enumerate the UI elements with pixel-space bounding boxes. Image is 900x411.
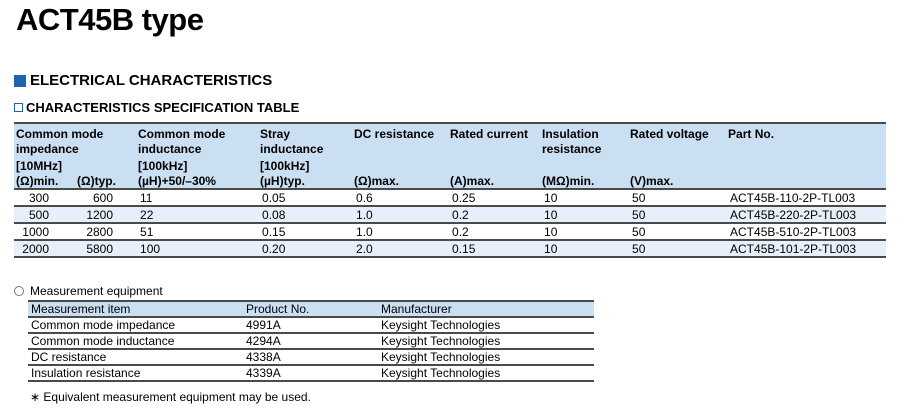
spec-cell: 2800 — [75, 223, 137, 241]
spec-cell: 2.0 — [352, 240, 449, 258]
measurement-cell: DC resistance — [28, 349, 243, 366]
spec-col-header: Rated current — [448, 123, 541, 158]
spec-cell: 0.25 — [448, 189, 541, 207]
footnote: ∗ Equivalent measurement equipment may b… — [30, 390, 311, 404]
section-heading-electrical: ELECTRICAL CHARACTERISTICS — [14, 72, 272, 89]
spec-table: Common mode impedance Common mode induct… — [14, 122, 887, 258]
spec-unit-label: (µH)typ. — [258, 174, 353, 190]
spec-header-row-names: Common mode impedance Common mode induct… — [14, 123, 887, 158]
spec-cell: 0.05 — [258, 189, 353, 207]
spec-table-row: 1000 2800 51 0.15 1.0 0.2 10 50 ACT45B-5… — [14, 223, 887, 241]
subsection-heading-spec-table: CHARACTERISTICS SPECIFICATION TABLE — [14, 100, 299, 115]
spec-cell: 50 — [628, 189, 727, 207]
spec-cell: 22 — [136, 206, 259, 224]
spec-cell: 1200 — [75, 206, 137, 224]
spec-unit-label: (A)max. — [448, 174, 541, 190]
spec-cell: 1.0 — [352, 223, 449, 241]
measurement-col-header: Product No. — [243, 301, 378, 318]
spec-unit-label: (V)max. — [628, 174, 727, 190]
measurement-cell: Keysight Technologies — [378, 317, 594, 334]
measurement-col-header: Manufacturer — [378, 301, 594, 318]
spec-cell: 0.15 — [448, 240, 541, 258]
spec-cell: 300 — [14, 189, 75, 207]
spec-cell: 1.0 — [352, 206, 449, 224]
spec-unit-label: (MΩ)min. — [540, 174, 629, 190]
spec-unit-label: (Ω)max. — [352, 174, 449, 190]
spec-col-header: Common mode impedance — [14, 123, 137, 158]
spec-cell: 50 — [628, 240, 727, 258]
section-heading-label: ELECTRICAL CHARACTERISTICS — [30, 72, 273, 89]
spec-cell: 600 — [75, 189, 137, 207]
spec-cell-part-no: ACT45B-101-2P-TL003 — [726, 240, 887, 258]
spec-unit-label: (Ω)typ. — [75, 174, 137, 190]
spec-cell: 10 — [540, 223, 629, 241]
measurement-heading-label: Measurement equipment — [30, 284, 163, 298]
spec-cell: 500 — [14, 206, 75, 224]
spec-cell: 0.2 — [448, 206, 541, 224]
spec-cell: 50 — [628, 206, 727, 224]
measurement-row: DC resistance 4338A Keysight Technologie… — [28, 349, 594, 366]
measurement-cell: Keysight Technologies — [378, 349, 594, 366]
spec-freq-label: [100kHz] — [136, 158, 259, 174]
circle-marker-icon — [14, 286, 24, 296]
measurement-row: Common mode inductance 4294A Keysight Te… — [28, 333, 594, 350]
measurement-cell: Common mode inductance — [28, 333, 243, 350]
spec-cell: 10 — [540, 189, 629, 207]
spec-cell: 0.08 — [258, 206, 353, 224]
measurement-heading: Measurement equipment — [14, 284, 163, 298]
measurement-header-row: Measurement item Product No. Manufacture… — [28, 301, 594, 318]
spec-cell: 51 — [136, 223, 259, 241]
spec-cell: 0.2 — [448, 223, 541, 241]
spec-table-row: 2000 5800 100 0.20 2.0 0.15 10 50 ACT45B… — [14, 240, 887, 258]
spec-cell: 10 — [540, 206, 629, 224]
spec-cell: 100 — [136, 240, 259, 258]
spec-unit-label: (µH)+50/–30% — [136, 174, 259, 190]
subsection-heading-label: CHARACTERISTICS SPECIFICATION TABLE — [26, 100, 300, 115]
spec-table-row: 300 600 11 0.05 0.6 0.25 10 50 ACT45B-11… — [14, 189, 887, 207]
spec-unit-label: (Ω)min. — [14, 174, 75, 190]
measurement-row: Insulation resistance 4339A Keysight Tec… — [28, 365, 594, 382]
measurement-col-header: Measurement item — [28, 301, 243, 318]
spec-cell: 0.15 — [258, 223, 353, 241]
spec-cell-part-no: ACT45B-110-2P-TL003 — [726, 189, 887, 207]
measurement-row: Common mode impedance 4991A Keysight Tec… — [28, 317, 594, 334]
measurement-cell: Keysight Technologies — [378, 333, 594, 350]
spec-header-row-units: (Ω)min. (Ω)typ. (µH)+50/–30% (µH)typ. (Ω… — [14, 174, 887, 190]
spec-cell: 10 — [540, 240, 629, 258]
filled-square-icon — [14, 74, 26, 87]
spec-freq-label: [10MHz] — [14, 158, 137, 174]
spec-col-header: DC resistance — [352, 123, 449, 158]
measurement-cell: 4339A — [243, 365, 378, 382]
spec-col-header: Stray inductance — [258, 123, 353, 158]
spec-header-row-freq: [10MHz] [100kHz] [100kHz] — [14, 158, 887, 174]
spec-cell: 1000 — [14, 223, 75, 241]
measurement-cell: Common mode impedance — [28, 317, 243, 334]
page-title: ACT45B type — [16, 2, 204, 37]
spec-freq-label: [100kHz] — [258, 158, 353, 174]
measurement-cell: Keysight Technologies — [378, 365, 594, 382]
spec-cell: 0.20 — [258, 240, 353, 258]
spec-cell-part-no: ACT45B-220-2P-TL003 — [726, 206, 887, 224]
spec-col-header: Insulation resistance — [540, 123, 629, 158]
measurement-cell: 4991A — [243, 317, 378, 334]
spec-cell: 2000 — [14, 240, 75, 258]
spec-col-header: Rated voltage — [628, 123, 727, 158]
spec-cell: 0.6 — [352, 189, 449, 207]
spec-table-row: 500 1200 22 0.08 1.0 0.2 10 50 ACT45B-22… — [14, 206, 887, 224]
spec-cell: 5800 — [75, 240, 137, 258]
spec-cell: 11 — [136, 189, 259, 207]
spec-col-header: Part No. — [726, 123, 887, 158]
outline-square-icon — [14, 103, 23, 112]
measurement-cell: 4338A — [243, 349, 378, 366]
spec-cell: 50 — [628, 223, 727, 241]
measurement-table: Measurement item Product No. Manufacture… — [28, 300, 594, 382]
measurement-cell: Insulation resistance — [28, 365, 243, 382]
spec-cell-part-no: ACT45B-510-2P-TL003 — [726, 223, 887, 241]
spec-col-header: Common mode inductance — [136, 123, 259, 158]
measurement-cell: 4294A — [243, 333, 378, 350]
